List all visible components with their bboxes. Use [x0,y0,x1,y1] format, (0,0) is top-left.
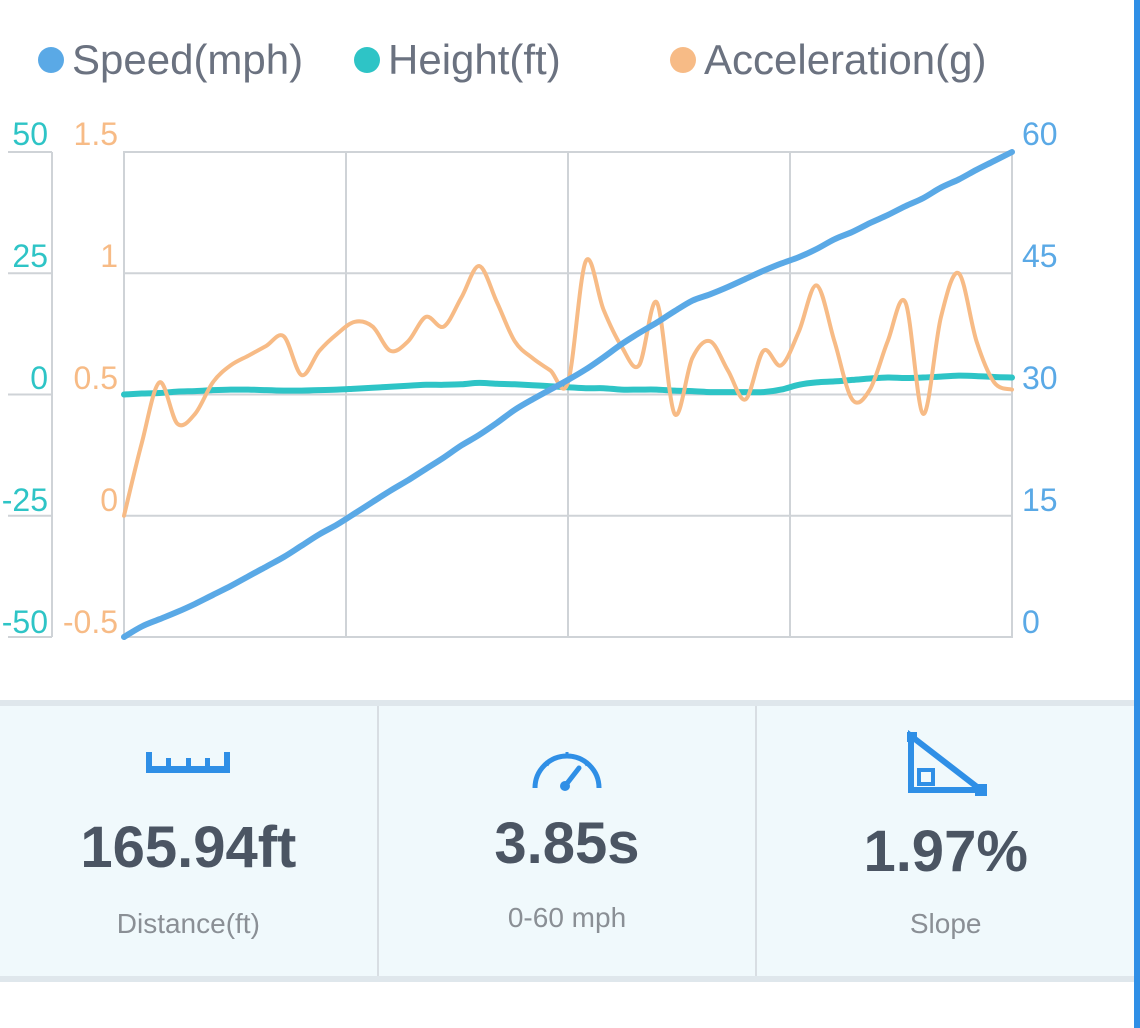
speed-tick-label: 45 [1022,238,1058,274]
window-edge [1134,0,1140,1028]
speed-tick-label: 0 [1022,604,1040,640]
height-tick-label: 25 [12,238,48,274]
stat-slope: 1.97% Slope [757,706,1134,976]
legend-item-acceleration[interactable]: Acceleration(g) [670,30,986,90]
speedometer-icon [529,740,605,797]
height-tick-label: -25 [2,482,48,518]
height-tick-label: -50 [2,604,48,640]
legend-label-speed: Speed(mph) [72,36,304,83]
stat-distance-value: 165.94ft [80,815,297,880]
acceleration-tick-label: 1 [100,238,118,274]
legend-label-acceleration: Acceleration(g) [704,36,987,83]
divider [0,700,1134,706]
stat-distance-label: Distance(ft) [116,908,260,939]
stat-distance: 165.94ft Distance(ft) [0,706,379,976]
acceleration-tick-label: 0.5 [74,360,118,396]
chart-legend: Speed(mph) Height(ft) Acceleration(g) [0,30,1130,90]
speed-line [121,149,1015,640]
ruler-icon [144,750,232,781]
speed-tick-label: 30 [1022,360,1058,396]
acceleration-tick-label: 1.5 [74,116,118,152]
legend-item-height[interactable]: Height(ft) [354,30,561,90]
height-tick-label: 50 [12,116,48,152]
stats-panel: 165.94ft Distance(ft) 3.85s 0-60 mph [0,706,1134,976]
height-tick-label: 0 [30,360,48,396]
stat-slope-value: 1.97% [863,819,1028,884]
stat-zero-to-sixty-value: 3.85s [494,811,640,876]
legend-dot-speed [38,47,64,73]
speed-tick-label: 60 [1022,116,1058,152]
acceleration-line [122,257,1014,518]
slope-icon [905,729,990,801]
legend-dot-height [354,47,380,73]
stat-slope-label: Slope [909,908,982,939]
chart: 50 25 0 -25 -50 1.5 1 0.5 0 -0.5 60 45 30 15 0 [2,116,1058,640]
speed-tick-label: 15 [1022,482,1058,518]
stat-zero-to-sixty: 3.85s 0-60 mph [379,706,758,976]
legend-label-height: Height(ft) [388,36,561,83]
acceleration-tick-label: -0.5 [63,604,118,640]
bottom-rule [0,976,1134,982]
legend-item-speed[interactable]: Speed(mph) [38,30,303,90]
legend-dot-acceleration [670,47,696,73]
acceleration-tick-label: 0 [100,482,118,518]
stat-zero-to-sixty-label: 0-60 mph [507,902,627,933]
